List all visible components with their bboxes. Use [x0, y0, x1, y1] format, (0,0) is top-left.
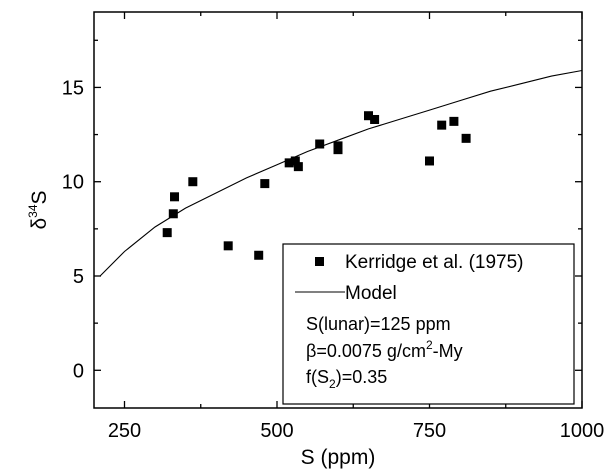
y-tick-label: 5: [73, 266, 84, 288]
annotation-lunar-sulfur: S(lunar)=125 ppm: [306, 314, 451, 334]
data-point: [449, 116, 459, 126]
plot-frame: [93, 11, 583, 409]
data-points: [162, 111, 471, 260]
x-axis-label: S (ppm): [301, 446, 376, 469]
legend-label-kerridge: Kerridge et al. (1975): [345, 252, 524, 273]
x-tick-label: 1000: [560, 420, 605, 442]
y-tick-label: 10: [62, 172, 84, 194]
tick-labels: 250 500 750 1000 0 5 10 15: [62, 77, 605, 442]
data-point: [254, 250, 264, 260]
data-point: [315, 139, 325, 149]
data-point: [333, 145, 343, 155]
data-point: [425, 156, 434, 166]
data-point: [170, 192, 180, 202]
y-axis-label: δ34S: [26, 190, 51, 229]
legend-label-model: Model: [345, 283, 397, 304]
data-point: [284, 158, 294, 168]
x-tick-label: 500: [260, 420, 293, 442]
legend-marker-kerridge: [315, 257, 324, 266]
x-tick-label: 250: [108, 420, 141, 442]
data-point: [290, 156, 300, 166]
x-tick-label: 750: [413, 420, 446, 442]
data-point: [293, 162, 303, 172]
data-point: [162, 228, 172, 238]
data-point: [223, 241, 233, 251]
data-point: [461, 133, 471, 143]
y-tick-label: 15: [62, 77, 84, 99]
data-point: [188, 177, 198, 187]
data-point: [168, 209, 178, 219]
annotation-fraction: f(S2)=0.35: [306, 367, 387, 391]
data-point: [437, 120, 447, 130]
legend: Kerridge et al. (1975) Model S(lunar)=12…: [282, 243, 575, 405]
data-point: [364, 111, 373, 121]
legend-box: [282, 243, 575, 405]
annotation-beta: β=0.0075 g/cm2-My: [306, 338, 463, 361]
data-point: [260, 179, 270, 189]
data-point: [370, 114, 380, 124]
y-tick-label: 0: [73, 360, 84, 382]
